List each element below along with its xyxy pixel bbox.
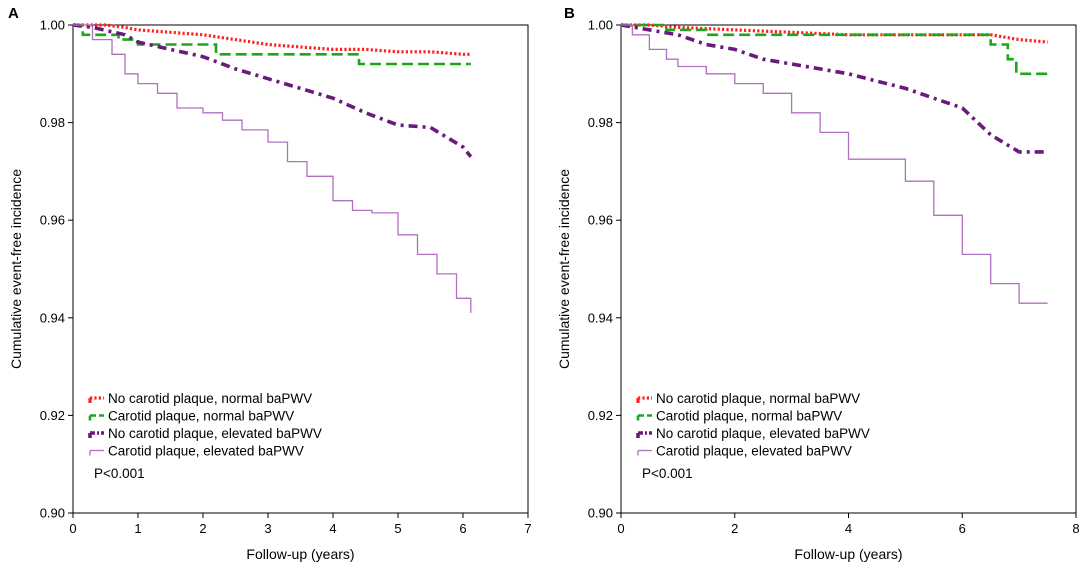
series-line-3 (620, 23, 1048, 154)
x-tick-label: 5 (394, 521, 401, 536)
y-tick-label: 0.94 (588, 310, 613, 325)
series-line-3 (72, 23, 473, 158)
x-tick-label: 2 (731, 521, 738, 536)
y-tick-label: 0.90 (588, 506, 613, 521)
x-tick-label: 4 (845, 521, 852, 536)
y-axis-title: Cumulative event-free incidence (8, 169, 24, 369)
x-axis-title: Follow-up (years) (794, 546, 902, 562)
x-tick-label: 1 (134, 521, 141, 536)
x-tick-label: 0 (617, 521, 624, 536)
x-axis-title: Follow-up (years) (246, 546, 354, 562)
legend-label: No carotid plaque, normal baPWV (656, 391, 860, 406)
x-tick-label: 2 (199, 521, 206, 536)
legend-label: Carotid plaque, elevated baPWV (108, 444, 304, 459)
p-value-annotation: P<0.001 (642, 466, 693, 481)
p-value-annotation: P<0.001 (94, 466, 145, 481)
legend-label: Carotid plaque, elevated baPWV (656, 444, 852, 459)
x-tick-label: 0 (69, 521, 76, 536)
x-tick-label: 6 (959, 521, 966, 536)
panel-label: A (8, 5, 19, 22)
x-tick-label: 4 (329, 521, 336, 536)
y-tick-label: 1.00 (588, 18, 613, 33)
x-tick-label: 3 (264, 521, 271, 536)
series-line-4 (73, 24, 472, 313)
legend-label: No carotid plaque, elevated baPWV (656, 426, 870, 441)
panel-label: B (564, 5, 575, 22)
plot-frame (620, 24, 1077, 514)
y-axis-title: Cumulative event-free incidence (556, 169, 572, 369)
series-line-1 (73, 23, 471, 56)
legend-label: Carotid plaque, normal baPWV (656, 409, 842, 424)
y-tick-label: 0.94 (40, 310, 65, 325)
legend-label: Carotid plaque, normal baPWV (108, 409, 294, 424)
x-tick-label: 8 (1072, 521, 1079, 536)
series-line-2 (73, 23, 471, 66)
series-line-4 (621, 24, 1048, 304)
y-tick-label: 0.90 (40, 506, 65, 521)
y-tick-label: 0.92 (588, 408, 613, 423)
series-line-1 (621, 23, 1048, 44)
y-tick-label: 1.00 (40, 18, 65, 33)
x-tick-label: 7 (524, 521, 531, 536)
panel-b: B 0 2 4 6 8 0.90 0.92 0.94 0.96 0.98 1.00 Follow-up … (556, 5, 1080, 562)
panel-a: A 0 1 2 3 4 5 6 7 0.90 0.92 0.94 0.96 0.98 1.00 Follow-… (8, 5, 532, 562)
x-tick-label: 6 (459, 521, 466, 536)
series-line-2 (621, 23, 1048, 76)
legend-label: No carotid plaque, normal baPWV (108, 391, 312, 406)
plot-frame (72, 24, 529, 514)
y-tick-label: 0.98 (588, 115, 613, 130)
legend-label: No carotid plaque, elevated baPWV (108, 426, 322, 441)
y-tick-label: 0.98 (40, 115, 65, 130)
y-tick-label: 0.92 (40, 408, 65, 423)
y-tick-label: 0.96 (588, 213, 613, 228)
y-tick-label: 0.96 (40, 213, 65, 228)
